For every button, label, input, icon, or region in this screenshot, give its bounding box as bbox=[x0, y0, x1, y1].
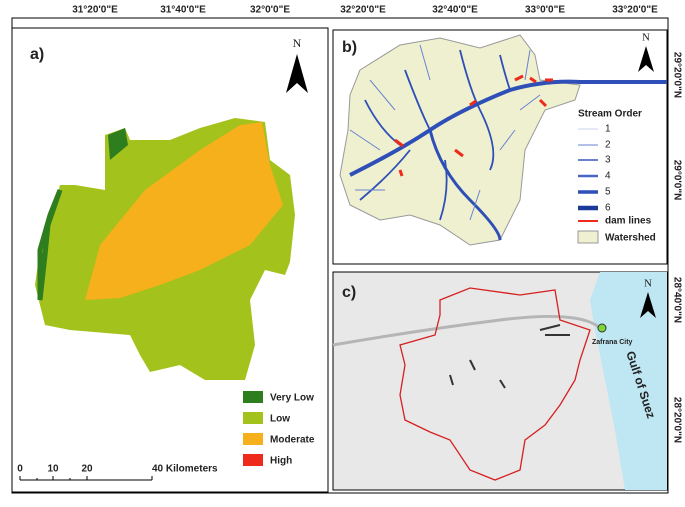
legend-swatch bbox=[243, 433, 263, 445]
legend-label: dam lines bbox=[605, 216, 652, 227]
north-label: N bbox=[642, 32, 650, 44]
watershed-outline bbox=[399, 287, 591, 481]
legend-label: Low bbox=[270, 414, 290, 425]
legend-label: Watershed bbox=[605, 233, 656, 244]
lon-label: 32°0'0"E bbox=[250, 5, 290, 16]
lat-label: 29°0'0"N bbox=[671, 160, 682, 201]
lon-label: 33°20'0"E bbox=[612, 5, 658, 16]
panel-label: b) bbox=[342, 39, 357, 56]
dams bbox=[394, 74, 553, 177]
lon-label: 33°0'0"E bbox=[525, 5, 565, 16]
scale-label: 40 Kilometers bbox=[152, 464, 218, 475]
road bbox=[332, 314, 602, 347]
legend-swatch bbox=[243, 412, 263, 424]
lat-label: 29°20'0"N bbox=[671, 52, 682, 98]
city-label: Zafrana City bbox=[592, 339, 633, 346]
scale-label: 20 bbox=[81, 464, 93, 475]
streams bbox=[349, 44, 667, 241]
city-point bbox=[597, 323, 607, 333]
north-arrow bbox=[286, 54, 308, 93]
lat-label: 28°20'0"N bbox=[671, 397, 682, 443]
lon-label: 31°20'0"E bbox=[72, 5, 118, 16]
lon-label: 32°20'0"E bbox=[340, 5, 386, 16]
legend-swatch bbox=[577, 230, 599, 244]
panel-label: a) bbox=[30, 46, 44, 63]
map-moderate bbox=[85, 122, 283, 300]
map-very-low bbox=[37, 189, 63, 301]
north-label: N bbox=[293, 36, 302, 50]
north-arrow bbox=[638, 46, 654, 72]
legend-label: 2 bbox=[605, 140, 611, 151]
panel-label: c) bbox=[342, 284, 356, 301]
legend-label: 3 bbox=[605, 155, 611, 166]
legend-swatch bbox=[243, 391, 263, 403]
legend-label: 6 bbox=[605, 203, 611, 214]
lat-label: 28°40'0"N bbox=[671, 277, 682, 323]
legend-label: Moderate bbox=[270, 435, 315, 446]
scale-label: 0 bbox=[17, 464, 23, 475]
legend-label: 1 bbox=[605, 124, 611, 135]
map-very-low bbox=[108, 128, 128, 160]
legend-title: Stream Order bbox=[578, 109, 642, 120]
north-label: N bbox=[644, 278, 652, 290]
legend-label: 4 bbox=[605, 171, 611, 182]
legend-label: High bbox=[270, 456, 292, 467]
scale-bar: 0 10 20 40 Kilometers bbox=[17, 464, 218, 481]
sea bbox=[590, 272, 667, 490]
legend-label: 5 bbox=[605, 187, 611, 198]
north-arrow bbox=[640, 292, 656, 318]
top-axis: 31°20'0"E 31°40'0"E 32°0'0"E 32°20'0"E 3… bbox=[72, 5, 658, 16]
dam-sites bbox=[449, 324, 570, 389]
legend-swatch bbox=[243, 454, 263, 466]
legend-label: Very Low bbox=[270, 393, 314, 404]
lon-label: 31°40'0"E bbox=[160, 5, 206, 16]
lon-label: 32°40'0"E bbox=[432, 5, 478, 16]
scale-label: 10 bbox=[47, 464, 59, 475]
